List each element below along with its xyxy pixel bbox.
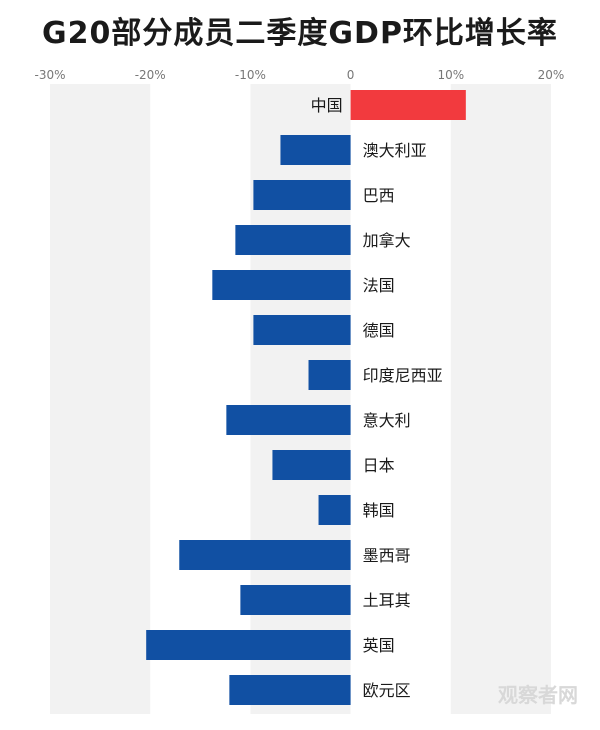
x-tick-label: 0 — [347, 68, 355, 82]
bar-0 — [350, 90, 466, 120]
bar-3 — [235, 225, 351, 255]
category-label: 加拿大 — [363, 231, 411, 250]
category-label: 墨西哥 — [363, 546, 411, 565]
grid-band — [250, 84, 351, 714]
bar-5 — [253, 315, 351, 345]
bar-9 — [318, 495, 351, 525]
category-label: 意大利 — [363, 411, 411, 430]
bars — [146, 90, 466, 705]
category-label: 法国 — [363, 276, 395, 295]
chart-title: G20部分成员二季度GDP环比增长率 — [42, 16, 558, 51]
watermark: 观察者网 — [498, 683, 578, 707]
category-label: 土耳其 — [363, 591, 411, 610]
category-label: 日本 — [363, 456, 395, 475]
category-label: 巴西 — [363, 186, 395, 205]
bar-12 — [146, 630, 351, 660]
bar-13 — [229, 675, 351, 705]
category-label: 欧元区 — [363, 681, 411, 700]
bar-8 — [272, 450, 351, 480]
x-tick-label: -20% — [135, 68, 166, 82]
bar-11 — [240, 585, 351, 615]
x-tick-label: -30% — [34, 68, 65, 82]
bar-2 — [253, 180, 351, 210]
background-bands — [50, 84, 551, 714]
x-tick-label: 20% — [538, 68, 565, 82]
category-label: 印度尼西亚 — [363, 366, 443, 385]
category-label: 德国 — [363, 321, 395, 340]
x-tick-label: -10% — [235, 68, 266, 82]
bar-1 — [280, 135, 351, 165]
category-label: 韩国 — [363, 501, 395, 520]
bar-6 — [308, 360, 351, 390]
bar-7 — [226, 405, 351, 435]
grid-band — [50, 84, 151, 714]
grid-band — [450, 84, 551, 714]
x-tick-label: 10% — [437, 68, 464, 82]
bar-4 — [212, 270, 351, 300]
bar-10 — [179, 540, 351, 570]
category-label: 英国 — [363, 636, 395, 655]
category-label: 中国 — [311, 96, 343, 115]
x-axis-ticks: -30% -20% -10% 0 10% 20% — [34, 68, 564, 82]
category-label: 澳大利亚 — [363, 141, 427, 160]
